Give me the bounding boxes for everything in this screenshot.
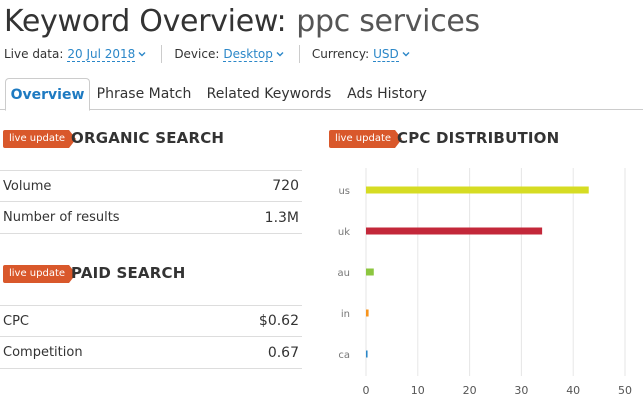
page-title-label: Keyword Overview:: [4, 4, 287, 39]
metric-label: Competition: [3, 345, 83, 360]
metric-row-competition: Competition 0.67: [0, 337, 302, 369]
metric-row-volume: Volume 720: [0, 170, 302, 202]
live-data-value[interactable]: 20 Jul 2018: [67, 46, 136, 62]
bar-in[interactable]: [366, 309, 369, 317]
currency-label: Currency:: [311, 47, 370, 61]
category-label: us: [338, 186, 350, 197]
divider: [161, 45, 163, 63]
x-tick-label: 20: [463, 384, 477, 397]
currency-value[interactable]: USD: [373, 46, 399, 62]
x-tick-label: 30: [514, 384, 528, 397]
currency-selector[interactable]: Currency: USD: [312, 47, 411, 62]
live-update-badge[interactable]: live update: [329, 130, 403, 148]
metric-label: CPC: [3, 313, 29, 329]
cpc-chart-svg: 0 10 20 30 40 50 us uk au in ca: [338, 168, 632, 397]
tab-ads-history[interactable]: Ads History: [347, 86, 427, 102]
live-data-selector[interactable]: Live data: 20 Jul 2018: [4, 47, 147, 62]
bar-uk[interactable]: [366, 227, 543, 235]
metric-label: Volume: [3, 178, 52, 194]
metric-row-results: Number of results 1.3M: [0, 202, 302, 234]
paid-search-title: PAID SEARCH: [71, 264, 186, 282]
chevron-down-icon[interactable]: [401, 49, 411, 59]
x-tick-label: 10: [411, 384, 425, 397]
metric-row-cpc: CPC $0.62: [0, 305, 302, 337]
tab-overview[interactable]: Overview: [5, 78, 90, 111]
metric-value: 720: [272, 178, 299, 194]
category-label: in: [341, 309, 350, 320]
cpc-distribution-title: CPC DISTRIBUTION: [397, 129, 560, 147]
page-title: Keyword Overview: ppc services: [4, 2, 480, 42]
metric-value: $0.62: [258, 313, 299, 329]
live-update-badge[interactable]: live update: [3, 265, 77, 283]
device-value[interactable]: Desktop: [223, 46, 273, 62]
x-tick-label: 50: [618, 384, 632, 397]
metric-value: 0.67: [267, 344, 299, 361]
page-title-keyword: ppc services: [296, 4, 480, 39]
metric-label: Number of results: [3, 210, 120, 225]
category-label: ca: [338, 350, 350, 361]
bar-us[interactable]: [366, 186, 589, 194]
live-update-badge[interactable]: live update: [3, 130, 77, 148]
tab-related-keywords[interactable]: Related Keywords: [206, 86, 332, 102]
x-tick-label: 40: [566, 384, 580, 397]
device-label: Device:: [174, 47, 220, 61]
organic-search-title: ORGANIC SEARCH: [71, 129, 225, 147]
bar-au[interactable]: [366, 268, 374, 276]
cpc-distribution-chart: 0 10 20 30 40 50 us uk au in ca: [330, 168, 643, 413]
meta-bar: Live data: 20 Jul 2018 Device: Desktop C…: [4, 45, 411, 63]
device-selector[interactable]: Device: Desktop: [174, 47, 285, 62]
live-data-label: Live data:: [4, 47, 64, 61]
tab-bar: Overview Phrase Match Related Keywords A…: [0, 78, 643, 111]
tab-phrase-match[interactable]: Phrase Match: [96, 86, 192, 102]
category-label: uk: [338, 227, 350, 238]
divider: [298, 45, 300, 63]
category-label: au: [338, 268, 350, 279]
x-tick-label: 0: [363, 384, 370, 397]
chevron-down-icon[interactable]: [137, 49, 147, 59]
chevron-down-icon[interactable]: [275, 49, 285, 59]
metric-value: 1.3M: [264, 209, 299, 226]
bar-ca[interactable]: [366, 350, 368, 358]
